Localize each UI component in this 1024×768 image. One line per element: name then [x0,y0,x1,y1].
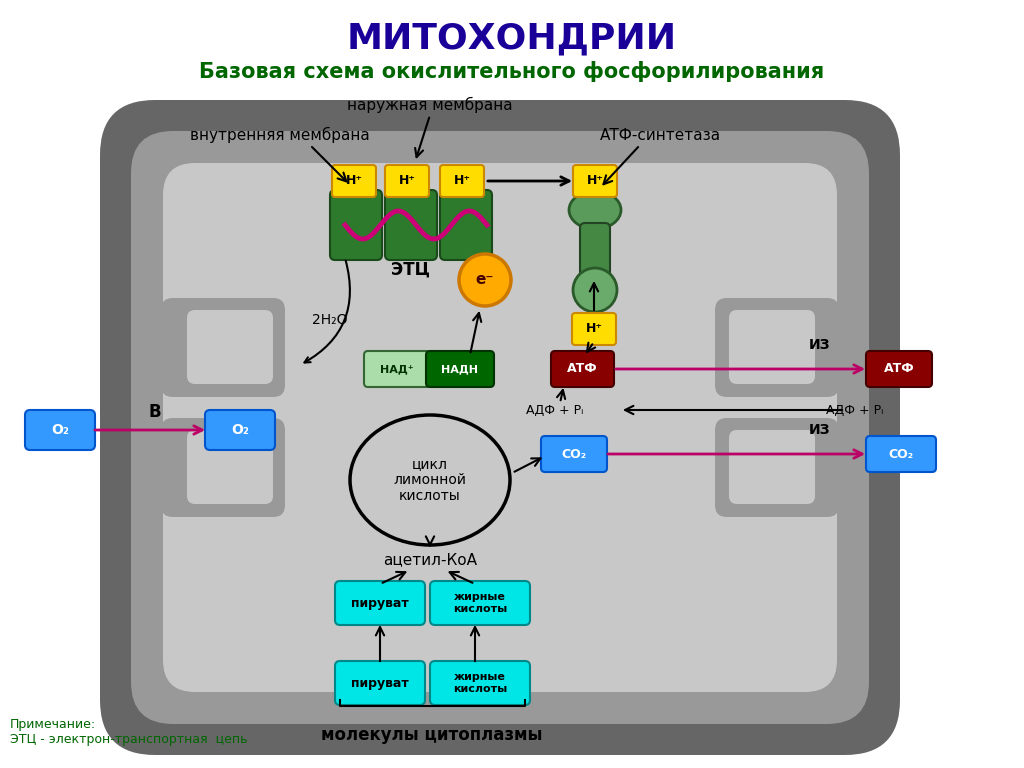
FancyBboxPatch shape [385,190,437,260]
Text: О₂: О₂ [51,423,69,437]
Text: H⁺: H⁺ [454,174,470,187]
FancyBboxPatch shape [187,430,273,504]
FancyBboxPatch shape [25,410,95,450]
Text: АДФ + Рᵢ: АДФ + Рᵢ [526,403,584,416]
FancyBboxPatch shape [866,351,932,387]
FancyBboxPatch shape [729,430,815,504]
FancyBboxPatch shape [335,581,425,625]
FancyBboxPatch shape [163,163,837,692]
Text: H⁺: H⁺ [345,174,362,187]
FancyBboxPatch shape [187,310,273,384]
Circle shape [573,268,617,312]
FancyBboxPatch shape [866,436,936,472]
Text: АТФ: АТФ [566,362,597,376]
Text: пируват: пируват [351,597,409,610]
Text: СО₂: СО₂ [561,448,587,461]
Text: АТФ: АТФ [884,362,914,376]
Text: цикл
лимонной
кислоты: цикл лимонной кислоты [393,457,467,503]
Text: ЭТЦ: ЭТЦ [390,261,429,279]
Text: 2H₂O: 2H₂O [312,313,348,327]
FancyBboxPatch shape [430,661,530,705]
Text: ИЗ: ИЗ [809,423,830,437]
FancyBboxPatch shape [573,165,617,197]
Ellipse shape [569,191,621,229]
FancyBboxPatch shape [551,351,614,387]
FancyBboxPatch shape [572,313,616,345]
Text: H⁺: H⁺ [586,323,602,336]
Text: H⁺: H⁺ [398,174,416,187]
Text: H⁺: H⁺ [587,174,603,187]
Text: НАД⁺: НАД⁺ [380,364,414,374]
FancyBboxPatch shape [335,661,425,705]
Text: молекулы цитоплазмы: молекулы цитоплазмы [322,726,543,744]
FancyBboxPatch shape [715,298,839,397]
FancyBboxPatch shape [131,131,869,724]
Text: наружная мембрана: наружная мембрана [347,97,513,113]
Text: внутренняя мембрана: внутренняя мембрана [190,127,370,143]
FancyBboxPatch shape [385,165,429,197]
Text: СО₂: СО₂ [889,448,913,461]
FancyBboxPatch shape [205,410,275,450]
FancyBboxPatch shape [161,298,285,397]
FancyBboxPatch shape [426,351,494,387]
Text: Базовая схема окислительного фосфорилирования: Базовая схема окислительного фосфорилиро… [200,61,824,82]
Text: Примечание:
ЭТЦ - электрон-транспортная  цепь: Примечание: ЭТЦ - электрон-транспортная … [10,718,248,746]
FancyBboxPatch shape [430,581,530,625]
Text: e⁻: e⁻ [476,273,495,287]
Text: НАДН: НАДН [441,364,478,374]
Text: пируват: пируват [351,677,409,690]
Text: АТФ-синтетаза: АТФ-синтетаза [599,127,721,143]
Text: АДФ + Рᵢ: АДФ + Рᵢ [826,403,884,416]
FancyBboxPatch shape [715,418,839,517]
Text: жирные
кислоты: жирные кислоты [453,592,507,614]
FancyBboxPatch shape [364,351,430,387]
FancyBboxPatch shape [580,223,610,283]
FancyBboxPatch shape [729,310,815,384]
FancyBboxPatch shape [332,165,376,197]
Circle shape [459,254,511,306]
FancyBboxPatch shape [330,190,382,260]
FancyBboxPatch shape [161,418,285,517]
Text: ИЗ: ИЗ [809,338,830,352]
FancyBboxPatch shape [100,100,900,755]
FancyBboxPatch shape [440,165,484,197]
FancyBboxPatch shape [541,436,607,472]
Text: В: В [148,403,162,421]
Text: ацетил-КоА: ацетил-КоА [383,552,477,568]
Text: жирные
кислоты: жирные кислоты [453,672,507,694]
FancyBboxPatch shape [440,190,492,260]
Text: МИТОХОНДРИИ: МИТОХОНДРИИ [347,21,677,55]
Text: О₂: О₂ [231,423,249,437]
